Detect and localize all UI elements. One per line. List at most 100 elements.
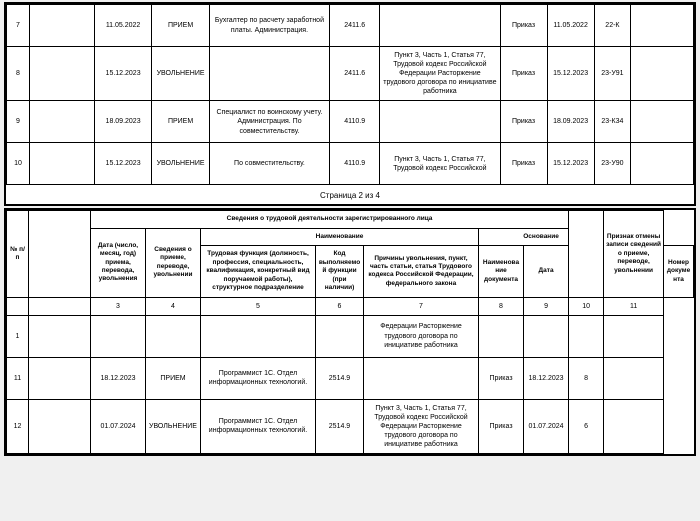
table-row: 918.09.2023ПРИЕМСпециалист по воинскому …	[7, 101, 694, 143]
page-2: № п/п Сведения о трудовой деятельности з…	[4, 208, 696, 456]
num-cell: 6	[316, 297, 364, 315]
cell: 18.09.2023	[94, 101, 152, 143]
cell: 12	[7, 399, 29, 453]
cell	[30, 47, 95, 101]
hdr-sign: Признак отмены записи сведений о приеме,…	[604, 211, 664, 297]
cell	[604, 357, 664, 399]
table-row: 7 11.05.2022 ПРИЕМБухгалтер по расчету зар…	[7, 5, 694, 47]
cell: 8	[7, 47, 30, 101]
cell: 2514.9	[316, 399, 364, 453]
hdr-type: Сведения о приеме, переводе, увольнении	[146, 228, 201, 297]
hdr-func: Трудовая функция (должность, профессия, …	[201, 246, 316, 297]
cell: Пункт 3, Часть 1, Статья 77, Трудовой ко…	[380, 47, 500, 101]
cell	[30, 5, 95, 47]
cell: 15.12.2023	[94, 143, 152, 185]
table-row: 815.12.2023УВОЛЬНЕНИЕ2411.6Пункт 3, Част…	[7, 47, 694, 101]
cell: 1	[7, 315, 29, 357]
num-cell: 9	[524, 297, 569, 315]
cell	[631, 5, 694, 47]
cell	[316, 315, 364, 357]
cell: 7	[7, 5, 30, 47]
cell: 11	[7, 357, 29, 399]
table-row: 1015.12.2023УВОЛЬНЕНИЕПо совместительств…	[7, 143, 694, 185]
num-cell: 4	[146, 297, 201, 315]
cell	[604, 399, 664, 453]
cell: 18.12.2023	[524, 357, 569, 399]
num-cell	[29, 297, 91, 315]
page-1: 711.05.2022ПРИЕМБухгалтер по расчету зар…	[4, 2, 696, 206]
cell: 4110.9	[330, 143, 380, 185]
cell: Пункт 3, Часть 1, Статья 77, Трудовой ко…	[380, 143, 500, 185]
hdr-empty2	[569, 211, 604, 297]
cell: 23-К34	[594, 101, 631, 143]
cell	[29, 399, 91, 453]
num-cell: 8	[479, 297, 524, 315]
num-cell: 7	[364, 297, 479, 315]
cell	[631, 47, 694, 101]
cell	[631, 101, 694, 143]
num-cell: 5	[201, 297, 316, 315]
hdr-basis-group: Основание	[479, 228, 604, 245]
num-cell	[7, 297, 29, 315]
cell: 23-У90	[594, 143, 631, 185]
cell: 15.12.2023	[547, 47, 594, 101]
cell	[380, 101, 500, 143]
cell	[569, 315, 604, 357]
cell	[146, 315, 201, 357]
cell: Приказ	[479, 399, 524, 453]
num-cell: 11	[604, 297, 664, 315]
cell: 6	[569, 399, 604, 453]
table-row: 1Федерации Расторжение трудового договор…	[7, 315, 694, 357]
cell	[201, 315, 316, 357]
cell: Приказ	[500, 47, 547, 101]
cell: ПРИЕМ	[152, 101, 210, 143]
hdr-docdate: Дата	[524, 246, 569, 297]
cell	[30, 143, 95, 185]
cell	[380, 5, 500, 47]
page-label-1: Страница 2 из 4	[6, 185, 694, 204]
num-cell: 3	[91, 297, 146, 315]
cell	[29, 357, 91, 399]
cell: Приказ	[479, 357, 524, 399]
cell	[91, 315, 146, 357]
cell: По совместительству.	[209, 143, 329, 185]
cell	[631, 143, 694, 185]
cell: 15.12.2023	[94, 47, 152, 101]
cell	[364, 357, 479, 399]
table-row: 1201.07.2024УВОЛЬНЕНИЕПрограммист 1С. От…	[7, 399, 694, 453]
cell: 01.07.2024	[91, 399, 146, 453]
cell: УВОЛЬНЕНИЕ	[152, 143, 210, 185]
cell: Приказ	[500, 101, 547, 143]
table-row: 1118.12.2023ПРИЕМПрограммист 1С. Отдел и…	[7, 357, 694, 399]
cell: 18.09.2023	[547, 101, 594, 143]
cell: УВОЛЬНЕНИЕ	[152, 47, 210, 101]
hdr-code: Код выполняемой функции (при наличии)	[316, 246, 364, 297]
num-cell: 10	[569, 297, 604, 315]
cell: Бухгалтер по расчету заработной платы. А…	[209, 5, 329, 47]
hdr-reason: Причины увольнения, пункт, часть статьи,…	[364, 246, 479, 297]
cell: 22-К	[594, 5, 631, 47]
hdr-date: Дата (число, месяц, год) приема, перевод…	[91, 228, 146, 297]
cell	[29, 315, 91, 357]
table-page2: № п/п Сведения о трудовой деятельности з…	[6, 210, 694, 454]
cell: 2514.9	[316, 357, 364, 399]
cell: ПРИЕМ	[152, 5, 210, 47]
cell: 18.12.2023	[91, 357, 146, 399]
cell	[209, 47, 329, 101]
cell: Программист 1С. Отдел информационных тех…	[201, 357, 316, 399]
cell: 11.05.2022	[547, 5, 594, 47]
hdr-docnum: Номер документа	[664, 246, 694, 297]
cell	[524, 315, 569, 357]
cell: 4110.9	[330, 101, 380, 143]
cell: 01.07.2024	[524, 399, 569, 453]
cell: 2411.6	[330, 47, 380, 101]
cell: Специалист по воинскому учету. Администр…	[209, 101, 329, 143]
cell: Программист 1С. Отдел информационных тех…	[201, 399, 316, 453]
cell: УВОЛЬНЕНИЕ	[146, 399, 201, 453]
hdr-docname: Наименование документа	[479, 246, 524, 297]
hdr-name-group: Наименование	[201, 228, 479, 245]
cell: 8	[569, 357, 604, 399]
cell: 10	[7, 143, 30, 185]
cell: 15.12.2023	[547, 143, 594, 185]
cell	[30, 101, 95, 143]
